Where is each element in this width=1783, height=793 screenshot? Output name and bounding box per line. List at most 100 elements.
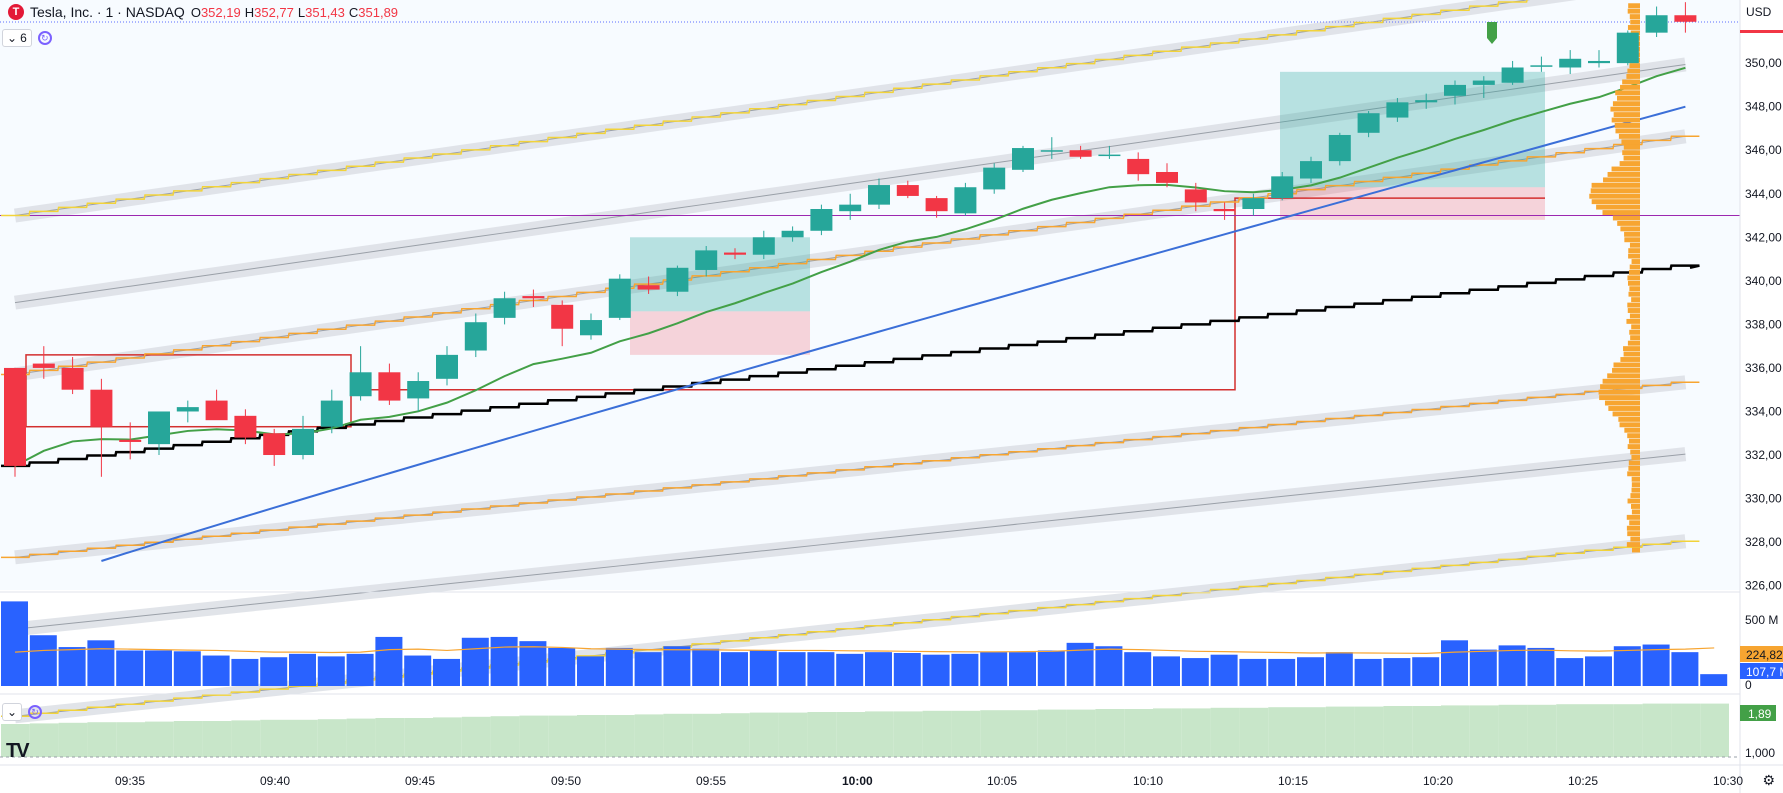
osc-bar [980,710,1009,757]
volume-bar [836,654,863,686]
profile-bar [1631,504,1640,509]
sync-icon[interactable]: ↻ [28,705,42,719]
candle [263,433,285,455]
candle [695,250,717,270]
volume-bar [30,635,57,686]
symbol-legend[interactable]: T Tesla, Inc. · 1 · NASDAQ O352,19 H352,7… [8,4,402,20]
sync-icon[interactable]: ↻ [38,31,52,45]
candle [926,198,948,211]
osc-bar [30,723,59,757]
osc-bar [1556,704,1585,757]
profile-bar [1626,319,1640,324]
close-value: 351,89 [358,5,398,20]
candle [1588,61,1610,63]
oscillator-pane [0,694,1740,757]
volume-bar [1297,657,1324,686]
volume-bar [519,641,546,686]
candle [1559,59,1581,68]
candle [522,296,544,298]
indicators-toggle[interactable]: ⌄ 6 ↻ [2,29,52,47]
profile-bar [1628,466,1640,471]
candle [407,381,429,398]
oscillator-collapse-button[interactable]: ⌄ [2,703,22,721]
profile-bar [1629,460,1640,465]
profile-bar [1629,330,1640,335]
profile-bar [1631,455,1640,460]
volume-bar [692,649,719,686]
osc-bar [951,711,980,757]
volume-bar [404,656,431,686]
candle [810,209,832,231]
candle [1300,161,1322,178]
profile-bar [1607,373,1640,378]
price-tick: 348,00 [1745,100,1782,114]
candle [234,416,256,438]
stop-zone [630,311,810,355]
profile-bar [1614,362,1640,367]
osc-bar [1470,705,1499,757]
volume-bar [1499,645,1526,686]
profile-bar [1631,324,1640,329]
volume-bar [1095,646,1122,686]
volume-bar [1412,657,1439,686]
osc-bar [375,718,404,757]
candle [119,440,141,442]
volume-bar [1556,658,1583,686]
volume-bar [59,647,86,686]
candle [4,368,26,466]
candle [551,305,573,329]
profile-bar [1629,439,1640,444]
candle [1185,189,1207,202]
price-tick: 346,00 [1745,143,1782,157]
volume-bar [577,656,604,686]
oscillator-toggle[interactable]: ⌄ ↻ [2,703,42,721]
profile-bar [1627,433,1640,438]
profile-bar [1624,145,1640,150]
profile-bar [1589,194,1640,199]
osc-bar [1182,708,1211,757]
osc-bar [59,723,88,757]
candle [983,168,1005,190]
profile-bar [1608,172,1640,177]
stop-zone [1280,187,1545,220]
time-tick: 09:55 [696,774,726,788]
osc-bar [404,718,433,757]
profile-bar [1628,308,1640,313]
currency-label: USD [1746,5,1772,19]
last-price-marker [1740,30,1783,33]
candle [666,268,688,292]
osc-bar [692,714,721,757]
profile-bar [1632,509,1640,514]
osc-bar [433,717,462,757]
vol-badge: 107,7 M [1746,665,1783,679]
volume-bar [1700,674,1727,686]
profile-bar [1630,243,1640,248]
symbol-title[interactable]: Tesla, Inc. · 1 · NASDAQ [30,4,185,20]
volume-bar [951,654,978,686]
volume-bar [1268,659,1295,686]
volume-bar [1470,650,1497,686]
volume-bar [1009,652,1036,686]
candle [1473,81,1495,85]
time-tick: 10:30 [1713,774,1743,788]
profile-bar [1621,139,1640,144]
profile-bar [1627,275,1640,280]
osc-badge: 1,89 [1748,707,1772,721]
indicator-collapse-button[interactable]: ⌄ 6 [2,29,32,47]
time-tick: 10:10 [1133,774,1163,788]
time-tick: 09:40 [260,774,290,788]
osc-bar [347,719,376,757]
volume-bar [663,646,690,686]
gear-icon[interactable]: ⚙ [1762,772,1775,789]
time-tick: 10:20 [1423,774,1453,788]
volume-bar [1671,652,1698,686]
osc-bar [1671,704,1700,757]
osc-bar [1153,708,1182,757]
profile-bar [1629,292,1640,297]
candle [1502,67,1524,82]
osc-bar [491,716,520,757]
candle [1358,113,1380,133]
volume-bar [433,659,460,686]
tradingview-logo-icon[interactable]: TV [6,740,28,763]
